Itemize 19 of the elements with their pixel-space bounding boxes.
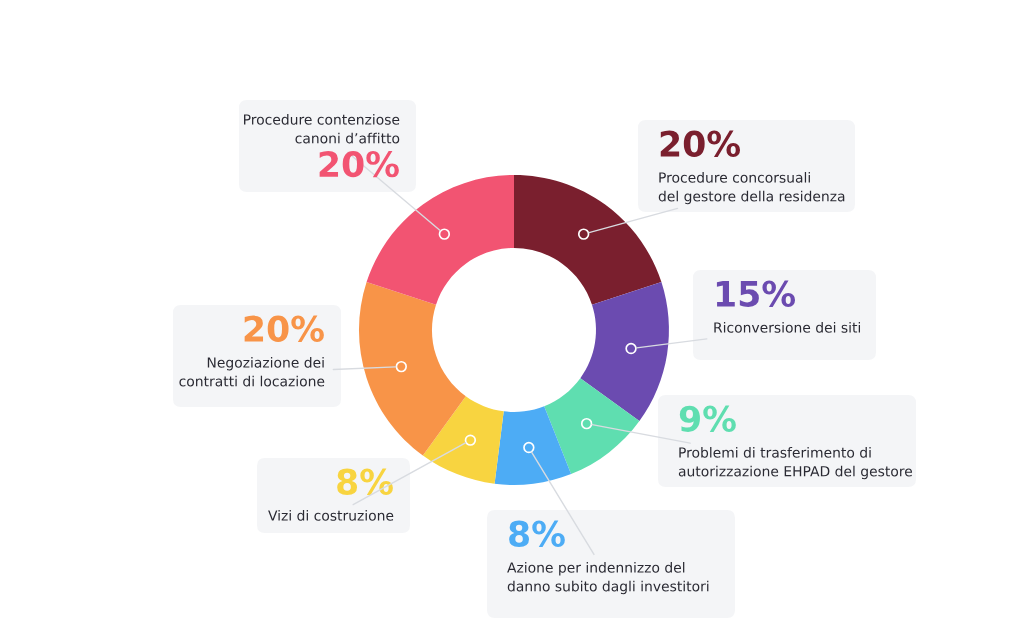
slice-label: Problemi di trasferimento di autorizzazione EHPAD del gestore [678, 447, 913, 480]
slice-label: Vizi di costruzione [268, 510, 394, 521]
data-label: 15% [716, 280, 796, 307]
data-label: 20% [319, 151, 399, 178]
data-label: 8% [509, 520, 565, 547]
donut-slice [422, 396, 504, 484]
donut-slice [544, 378, 640, 475]
data-label: 20% [660, 130, 741, 157]
donut-slice [494, 406, 572, 485]
data-label: 8% [337, 468, 393, 495]
donut-slice [359, 282, 466, 456]
slice-label: Azione per indennizzo del danno subito dagli investitori [507, 562, 709, 595]
slice-label: Procedure contenziose canoni d’affitto [244, 114, 400, 144]
slice-label: Negoziazione dei contratti di locazione [179, 357, 325, 387]
slice-label: Riconversione dei siti [714, 322, 861, 333]
slice-label: Procedure concorsuali del gestore della residenza [658, 172, 845, 205]
data-label: 9% [679, 405, 736, 432]
donut-slice [580, 282, 669, 422]
data-label: 20% [244, 315, 324, 342]
